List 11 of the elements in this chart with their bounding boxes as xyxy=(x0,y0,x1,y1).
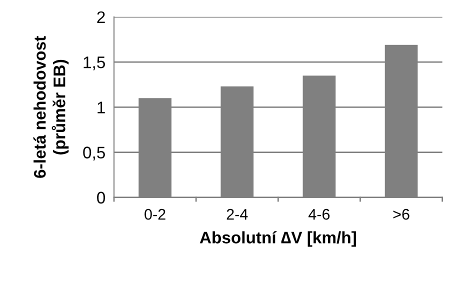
x-axis-title: Absolutní ∆V [km/h] xyxy=(200,231,356,247)
x-tick-label: 2-4 xyxy=(226,208,248,220)
y-tick-label: 0,5 xyxy=(83,146,105,160)
x-tick-label: 4-6 xyxy=(308,208,330,220)
y-axis-title: 6-letá nehodovost (průměr EB) xyxy=(33,36,69,178)
y-tick-label: 1 xyxy=(98,102,105,114)
y-tick-label: 0 xyxy=(97,192,106,204)
y-tick-label: 1,5 xyxy=(84,56,105,70)
x-tick-label: 0-2 xyxy=(144,208,166,220)
y-tick-label: 2 xyxy=(97,11,105,23)
x-tick-label: >6 xyxy=(393,208,410,220)
